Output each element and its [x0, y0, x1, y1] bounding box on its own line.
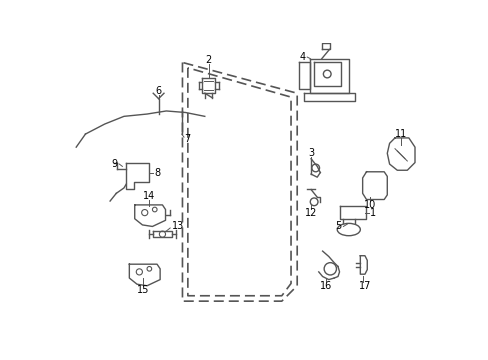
Text: 12: 12 [304, 208, 317, 217]
Text: 11: 11 [394, 129, 407, 139]
Text: 9: 9 [111, 159, 118, 169]
Text: 6: 6 [155, 86, 162, 96]
Text: 16: 16 [319, 281, 331, 291]
Text: 8: 8 [154, 167, 161, 177]
Text: 17: 17 [358, 281, 370, 291]
Text: 1: 1 [369, 208, 376, 217]
Text: 7: 7 [183, 134, 190, 144]
Text: 14: 14 [142, 191, 154, 201]
Text: 13: 13 [171, 221, 183, 231]
Text: 4: 4 [299, 52, 305, 62]
Text: 10: 10 [364, 200, 376, 210]
Text: 5: 5 [335, 221, 341, 231]
Text: 15: 15 [137, 285, 149, 294]
Text: 3: 3 [307, 148, 313, 158]
Text: 2: 2 [205, 55, 211, 65]
